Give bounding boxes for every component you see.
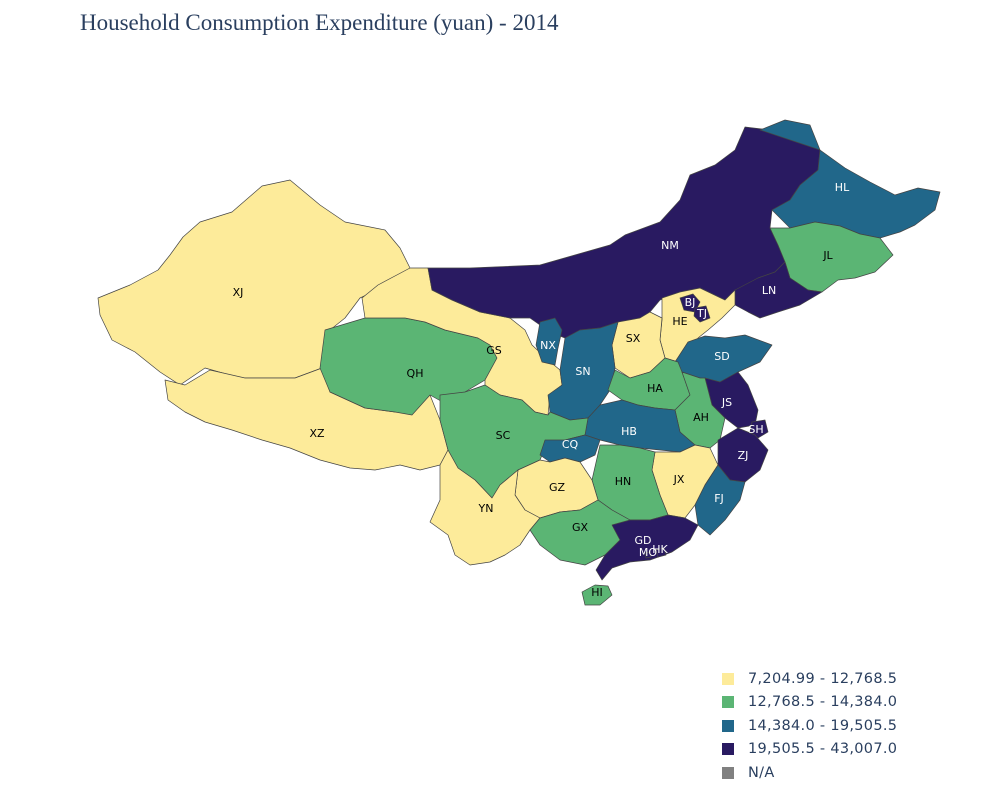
legend-label: 19,505.5 - 43,007.0 [748,741,898,758]
province-label-CQ: CQ [562,438,579,451]
province-label-YN: YN [478,502,494,515]
province-label-SX: SX [626,332,641,345]
province-label-SH: SH [748,423,763,436]
province-label-GD: GD [635,534,652,547]
legend-label: N/A [748,764,775,781]
province-NX[interactable] [535,317,563,366]
province-label-GZ: GZ [549,481,566,494]
province-label-AH: AH [693,411,709,424]
province-label-SD: SD [714,350,729,363]
province-label-NM: NM [661,239,679,252]
province-CQ[interactable] [539,434,601,463]
province-label-HI: HI [591,586,603,599]
province-label-HN: HN [615,475,632,488]
province-label-ZJ: ZJ [738,449,749,462]
province-JL[interactable] [769,221,894,293]
province-TJ[interactable] [693,305,711,323]
legend-swatch [722,743,734,756]
province-HL[interactable] [759,119,941,239]
legend-label: 12,768.5 - 14,384.0 [748,694,898,711]
province-label-MO: MO [639,546,657,559]
province-HI[interactable] [581,584,613,606]
legend-label: 14,384.0 - 19,505.5 [748,717,898,734]
province-label-HK: HK [652,543,668,556]
province-AH[interactable] [674,371,726,449]
china-choropleth-map: XJ XZ QH GS NM HL JL LN BJ TJ HE SX NX S… [97,119,941,606]
province-label-XJ: XJ [233,286,244,299]
province-label-HA: HA [647,382,663,395]
province-label-GX: GX [572,521,589,534]
province-FJ[interactable] [694,464,746,536]
province-label-JS: JS [721,396,732,409]
map-title: Household Consumption Expenditure (yuan)… [80,10,559,35]
legend-item[interactable]: 14,384.0 - 19,505.5 [722,714,897,738]
province-LN[interactable] [734,261,823,319]
legend-item[interactable]: 19,505.5 - 43,007.0 [722,738,897,762]
province-label-JX: JX [673,473,685,486]
province-label-JL: JL [822,249,833,262]
legend-label: 7,204.99 - 12,768.5 [748,670,898,687]
legend-item[interactable]: 7,204.99 - 12,768.5 [722,667,897,691]
province-BJ[interactable] [679,293,701,313]
province-MO[interactable] [644,551,652,559]
legend-swatch [722,766,734,779]
legend-swatch [722,719,734,732]
province-label-HL: HL [835,181,850,194]
legend-swatch [722,696,734,709]
province-regions [97,119,941,606]
province-label-QH: QH [407,367,424,380]
province-HK[interactable] [655,547,667,558]
province-SH[interactable] [749,419,769,439]
province-label-HB: HB [621,425,637,438]
province-label-NX: NX [540,339,556,352]
province-label-TJ: TJ [696,307,707,320]
province-label-LN: LN [762,284,776,297]
province-label-XZ: XZ [309,427,325,440]
province-label-FJ: FJ [714,492,724,505]
legend: 7,204.99 - 12,768.5 12,768.5 - 14,384.0 … [722,667,897,785]
legend-item[interactable]: N/A [722,761,897,785]
province-label-SN: SN [575,365,590,378]
province-label-BJ: BJ [685,296,696,309]
province-label-SC: SC [496,429,511,442]
province-label-GS: GS [486,344,502,357]
province-label-HE: HE [672,315,687,328]
province-labels: XJ XZ QH GS NM HL JL LN BJ TJ HE SX NX S… [233,181,850,599]
legend-item[interactable]: 12,768.5 - 14,384.0 [722,691,897,715]
legend-swatch [722,672,734,685]
